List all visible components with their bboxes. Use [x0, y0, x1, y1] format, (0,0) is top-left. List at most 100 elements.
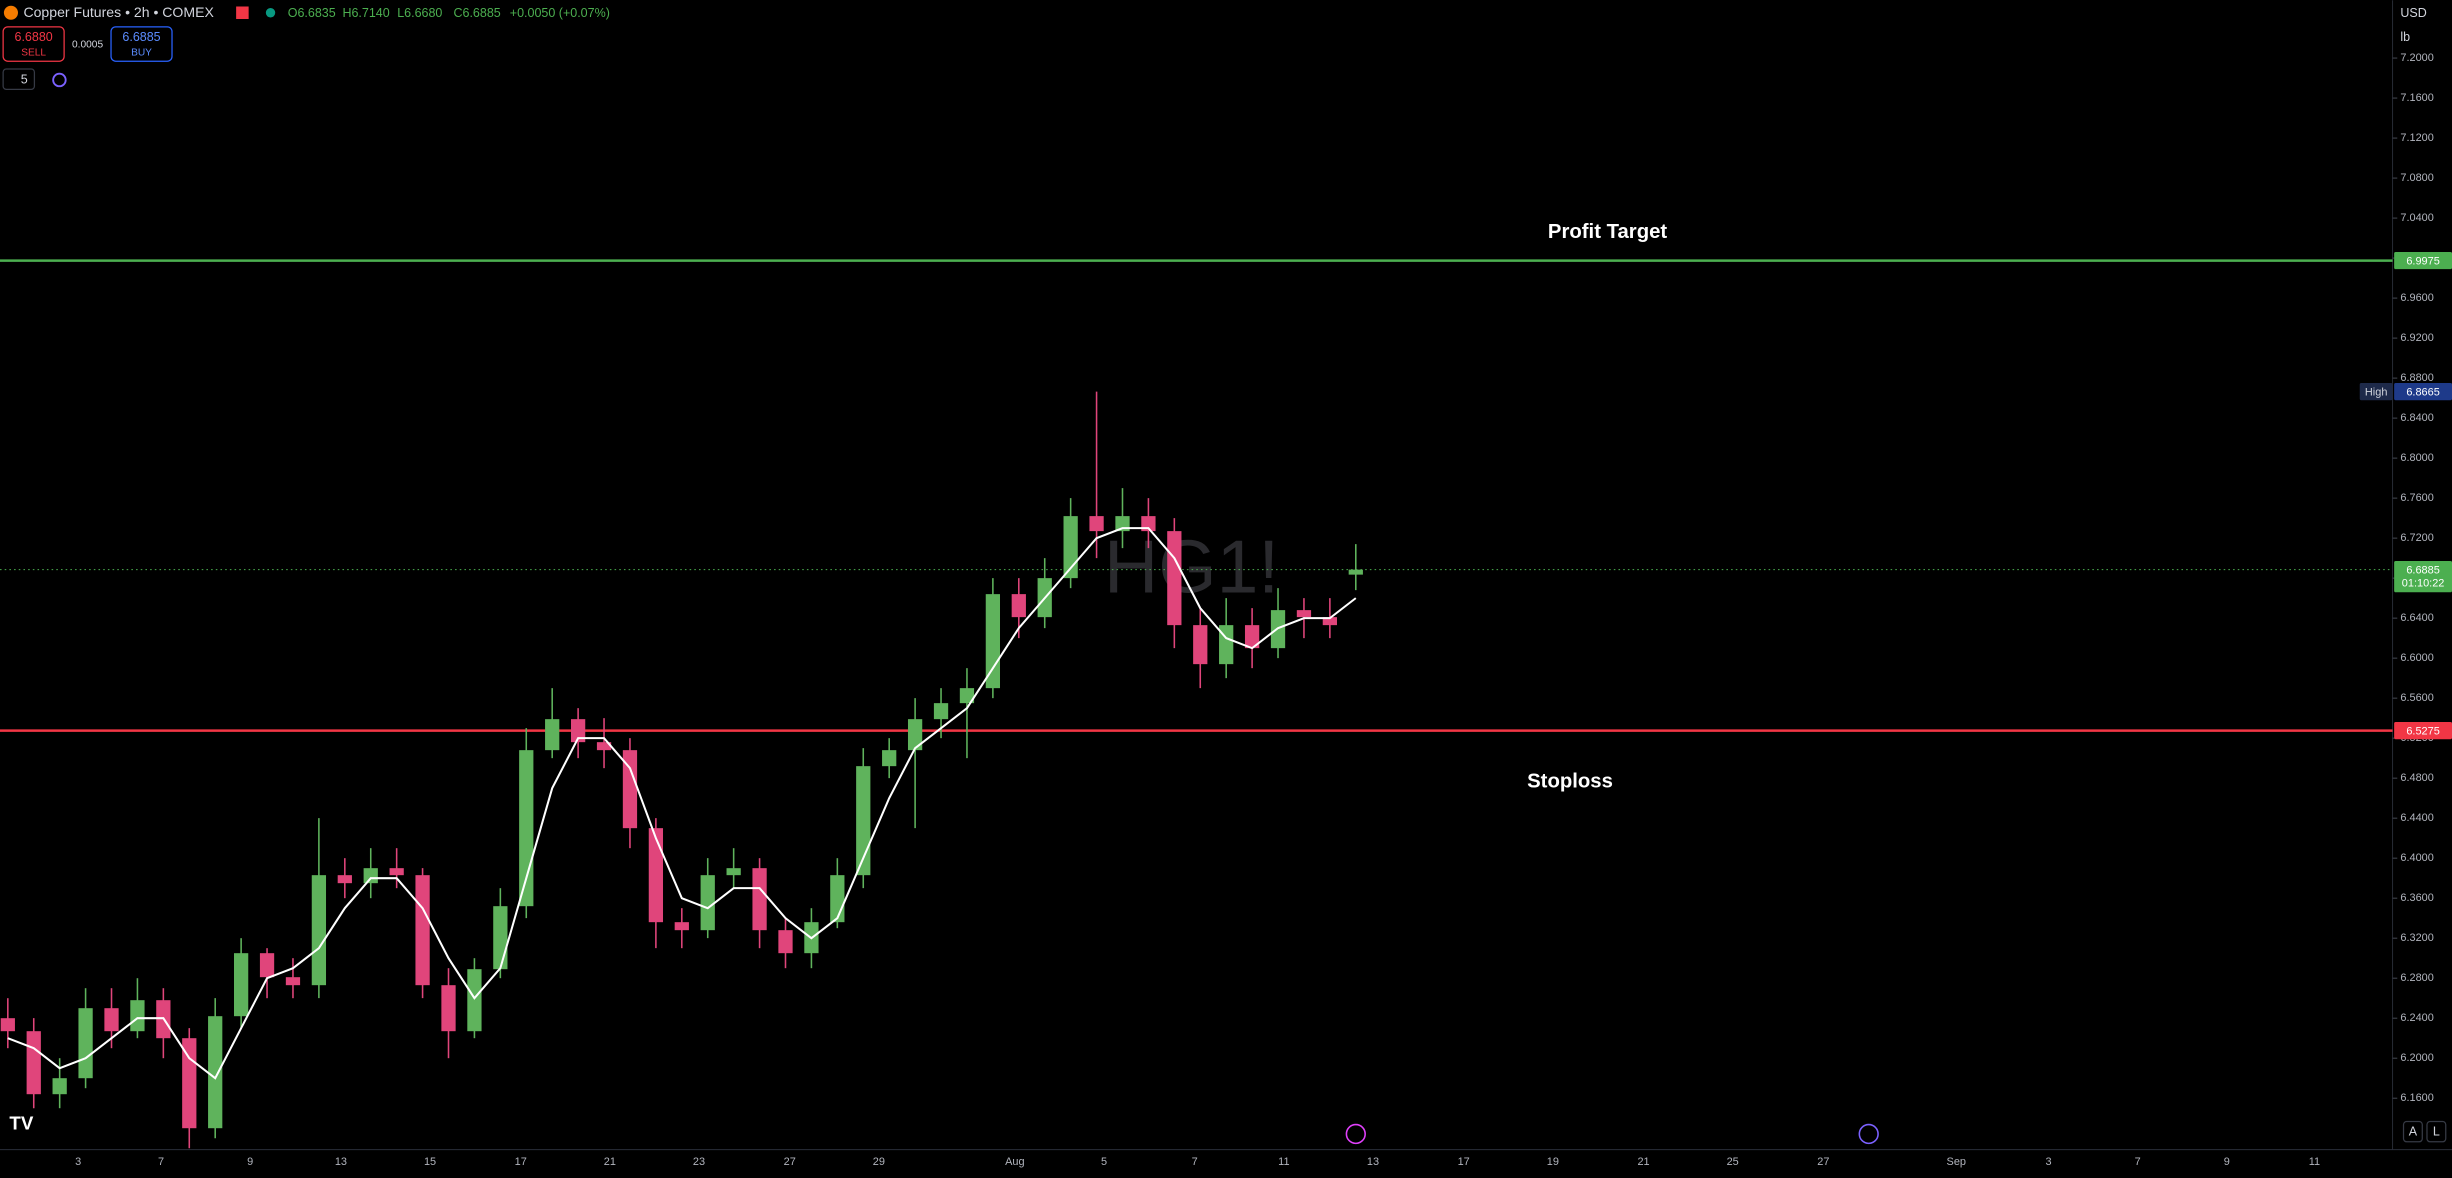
event-icon[interactable] — [1858, 1123, 1879, 1145]
indicators-toggle[interactable] — [2, 68, 36, 90]
x-tick-label: 27 — [784, 1156, 796, 1168]
candle-body — [778, 930, 793, 954]
candle-body — [648, 828, 664, 923]
y-tick-label: 6.6400 — [2400, 612, 2433, 624]
x-tick-label: 13 — [1367, 1156, 1379, 1168]
x-tick-label: 23 — [693, 1156, 705, 1168]
price-badge-label: 6.5275 — [2406, 725, 2439, 737]
sell-label: SELL — [21, 47, 46, 58]
x-tick-label: 3 — [75, 1156, 81, 1168]
candle-body — [985, 594, 1001, 689]
candle-body — [104, 1008, 119, 1032]
sell-price: 6.6880 — [15, 30, 53, 44]
y-tick-label: 6.8000 — [2400, 452, 2433, 464]
candle-body — [233, 953, 249, 1017]
y-tick-label: 6.3200 — [2400, 932, 2433, 944]
y-tick-label: 6.2400 — [2400, 1012, 2433, 1024]
candle-body — [208, 1016, 223, 1129]
x-tick-label: 15 — [424, 1156, 436, 1168]
last-price-label: 6.6885 — [2406, 564, 2439, 576]
spread: 0.0005 — [72, 39, 103, 50]
status-dot — [265, 8, 276, 18]
log-button[interactable] — [2426, 1120, 2447, 1143]
candle-body — [1296, 610, 1312, 618]
candle-body — [467, 969, 482, 1032]
y-tick-label: 6.8800 — [2400, 372, 2433, 384]
candle-body — [1244, 625, 1260, 649]
ohlc-value: L6.6680 — [397, 6, 442, 20]
y-tick-label: 7.0400 — [2400, 212, 2433, 224]
x-tick-label: 17 — [515, 1156, 527, 1168]
unit[interactable]: lb — [2400, 30, 2410, 44]
watermark: HG1! — [1104, 524, 1279, 608]
price-badge — [2394, 251, 2452, 270]
candle-body — [311, 875, 327, 986]
x-tick-label: 3 — [2045, 1156, 2051, 1168]
candle-body — [959, 688, 975, 704]
y-tick-label: 6.2000 — [2400, 1052, 2433, 1064]
ohlc-value: +0.0050 (+0.07%) — [510, 6, 610, 20]
y-tick-label: 6.2800 — [2400, 972, 2433, 984]
buy-label: BUY — [131, 47, 152, 58]
currency[interactable]: USD — [2400, 6, 2426, 20]
candle-body — [1167, 531, 1182, 626]
y-tick-label: 6.4000 — [2400, 852, 2433, 864]
event-icon[interactable] — [1345, 1123, 1366, 1145]
high-value: 6.8665 — [2406, 386, 2439, 398]
candle-body — [1011, 594, 1026, 618]
level-label: Stoploss — [1527, 771, 1613, 793]
x-tick-label: 29 — [873, 1156, 885, 1168]
candle-body — [259, 953, 275, 978]
candle-body — [78, 1008, 93, 1079]
y-tick-label: 7.0800 — [2400, 172, 2433, 184]
x-tick-label: 7 — [2135, 1156, 2141, 1168]
log-label: L — [2433, 1125, 2440, 1139]
candle-body — [519, 750, 534, 907]
symbol-title[interactable]: Copper Futures • 2h • COMEX — [23, 4, 214, 20]
y-tick-label: 6.7200 — [2400, 532, 2433, 544]
y-tick-label: 6.5600 — [2400, 692, 2433, 704]
x-tick-label: 9 — [247, 1156, 253, 1168]
ohlc-value: H6.7140 — [342, 6, 389, 20]
candle-body — [1193, 625, 1208, 665]
candle-body — [596, 742, 612, 751]
candle-body — [1348, 569, 1363, 575]
high-label: High — [2365, 386, 2388, 398]
moving-average — [7, 527, 1357, 1080]
ohlc-value: O6.6835 — [288, 6, 336, 20]
candle-body — [337, 875, 352, 884]
x-tick-label: 9 — [2224, 1156, 2230, 1168]
x-tick-label: 21 — [1637, 1156, 1649, 1168]
y-tick-label: 6.3600 — [2400, 892, 2433, 904]
price-badge — [2394, 561, 2452, 593]
sync-icon[interactable] — [52, 72, 67, 88]
candle-body — [285, 977, 301, 986]
y-tick-label: 6.8400 — [2400, 412, 2433, 424]
buy-button[interactable] — [110, 26, 173, 62]
candle-body — [130, 1000, 145, 1032]
symbol-icon — [3, 5, 18, 20]
auto-label: A — [2409, 1125, 2418, 1139]
flag-icon[interactable] — [236, 6, 249, 20]
sell-button[interactable] — [2, 26, 65, 62]
indicators-count: 5 — [21, 72, 28, 86]
candle-body — [0, 1018, 15, 1032]
candle-body — [570, 719, 586, 743]
x-tick-label: Aug — [1005, 1156, 1024, 1168]
candle-body — [389, 868, 404, 876]
candle-body — [1089, 516, 1104, 532]
auto-button[interactable] — [2402, 1120, 2423, 1143]
candle-body — [493, 906, 508, 970]
y-tick-label: 6.9200 — [2400, 332, 2433, 344]
y-tick-label: 6.6000 — [2400, 652, 2433, 664]
x-tick-label: 7 — [158, 1156, 164, 1168]
x-tick-label: 11 — [2309, 1156, 2320, 1168]
candle-body — [726, 868, 741, 876]
candle-body — [1322, 617, 1337, 626]
candle-body — [882, 750, 897, 767]
x-tick-label: 5 — [1101, 1156, 1107, 1168]
level-label: Profit Target — [1548, 221, 1667, 243]
candle-body — [415, 875, 430, 986]
